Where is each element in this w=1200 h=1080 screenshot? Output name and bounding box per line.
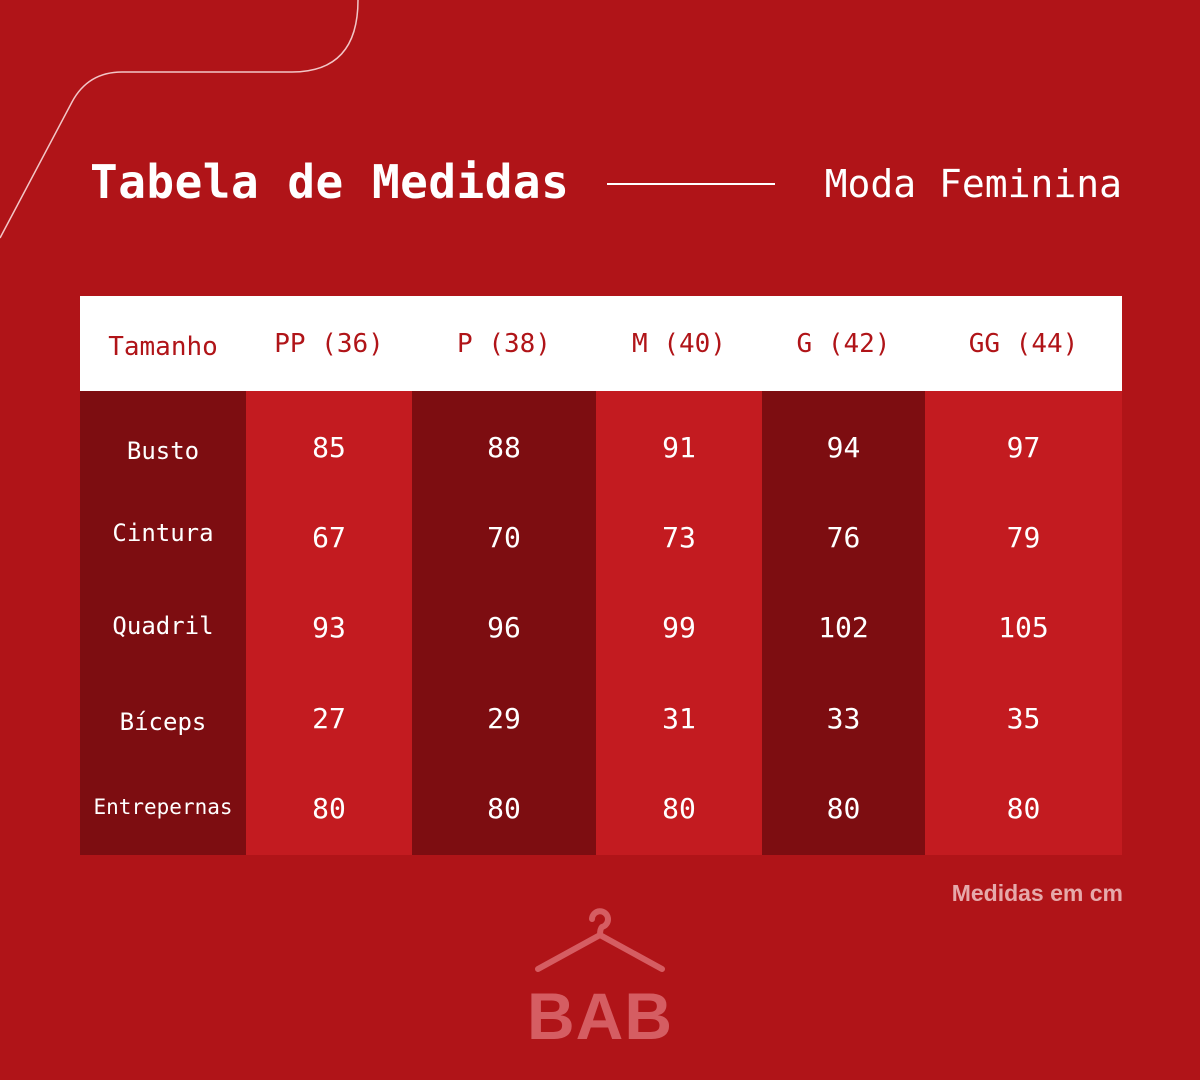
row-label-quadril: Quadril xyxy=(112,612,214,640)
brand-logo-text: BAB xyxy=(527,979,673,1053)
cell-busto-g: 94 xyxy=(826,430,861,464)
column-g xyxy=(762,391,925,855)
size-table: Tamanho PP (36) P (38) M (40) G (42) GG … xyxy=(80,296,1122,855)
table-header: Tamanho PP (36) P (38) M (40) G (42) GG … xyxy=(80,296,1122,391)
cell-entrepernas-m: 80 xyxy=(662,791,696,825)
cell-quadril-m: 99 xyxy=(662,610,696,644)
cell-cintura-p: 70 xyxy=(487,520,521,554)
cell-biceps-m: 31 xyxy=(662,701,696,735)
row-label-biceps: Bíceps xyxy=(119,708,207,736)
cell-entrepernas-p: 80 xyxy=(487,791,521,825)
page-title: Tabela de Medidas xyxy=(90,155,570,209)
cell-entrepernas-gg: 80 xyxy=(1006,791,1041,825)
column-m xyxy=(596,391,762,855)
cell-cintura-pp: 67 xyxy=(312,520,346,554)
cell-busto-m: 91 xyxy=(662,430,696,464)
row-label-entrepernas: Entrepernas xyxy=(93,795,233,819)
cell-entrepernas-pp: 80 xyxy=(312,791,346,825)
cell-busto-gg: 97 xyxy=(1006,430,1041,464)
cell-cintura-m: 73 xyxy=(662,520,696,554)
column-pp xyxy=(246,391,412,855)
cell-biceps-p: 29 xyxy=(487,701,521,735)
cell-busto-p: 88 xyxy=(487,430,521,464)
header-size-m: M (40) xyxy=(632,328,726,359)
cell-cintura-g: 76 xyxy=(826,520,861,554)
cell-entrepernas-g: 80 xyxy=(826,791,861,825)
cell-quadril-g: 102 xyxy=(818,610,869,644)
header-size-p: P (38) xyxy=(457,328,551,359)
page-subtitle: Moda Feminina xyxy=(824,162,1122,206)
cell-biceps-gg: 35 xyxy=(1006,701,1041,735)
cell-quadril-pp: 93 xyxy=(312,610,346,644)
cell-cintura-gg: 79 xyxy=(1006,520,1041,554)
cell-busto-pp: 85 xyxy=(312,430,346,464)
cell-quadril-p: 96 xyxy=(487,610,521,644)
hanger-icon xyxy=(535,908,665,972)
column-p xyxy=(412,391,596,855)
row-label-cintura: Cintura xyxy=(112,519,214,547)
header-size-pp: PP (36) xyxy=(274,328,384,359)
units-note: Medidas em cm xyxy=(951,880,1123,906)
header-tamanho: Tamanho xyxy=(108,331,218,362)
cell-biceps-g: 33 xyxy=(826,701,861,735)
row-label-busto: Busto xyxy=(126,437,200,465)
header-size-g: G (42) xyxy=(796,328,891,359)
column-gg xyxy=(925,391,1122,855)
cell-biceps-pp: 27 xyxy=(312,701,346,735)
title-divider xyxy=(607,183,775,185)
column-labels xyxy=(80,391,246,855)
decorative-line xyxy=(0,0,359,239)
cell-quadril-gg: 105 xyxy=(998,610,1049,644)
header-size-gg: GG (44) xyxy=(968,328,1079,359)
